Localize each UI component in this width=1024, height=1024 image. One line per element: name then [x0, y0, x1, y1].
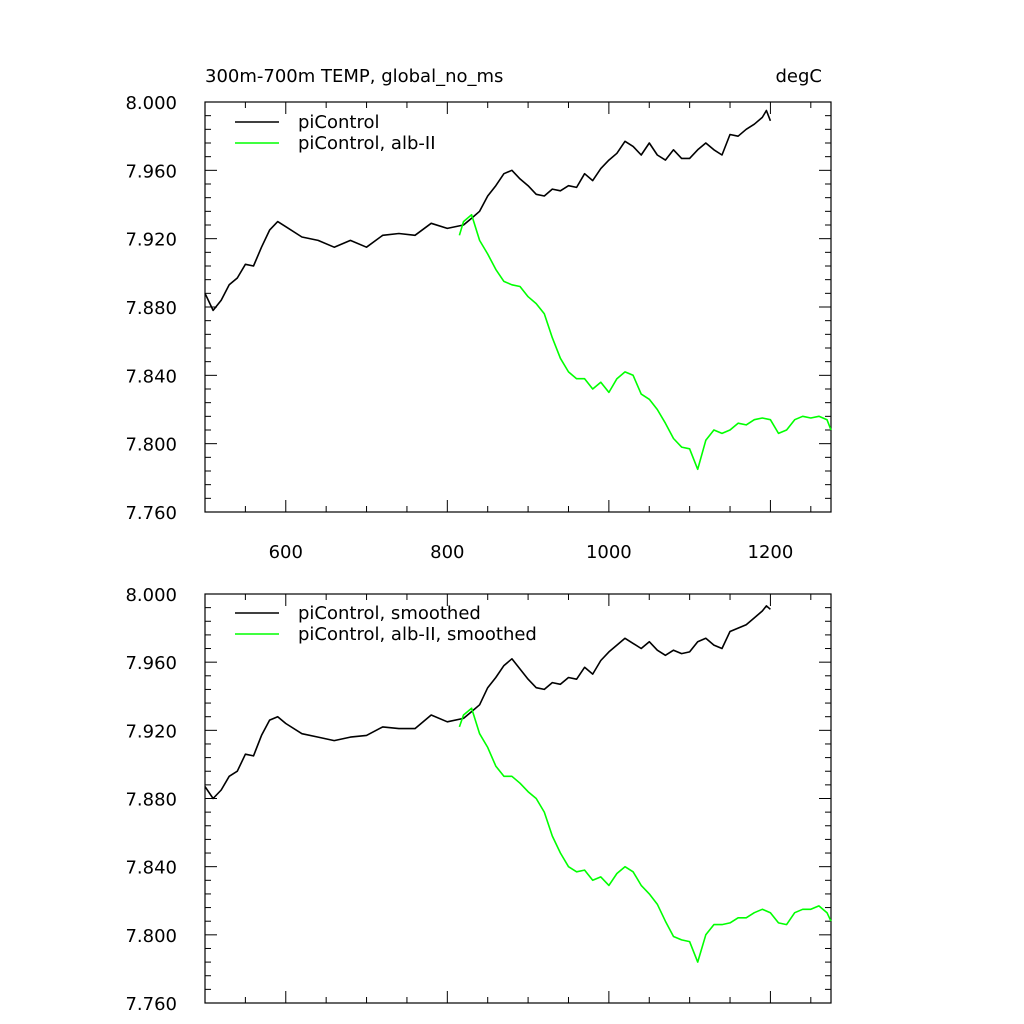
legend-label-picontrol-alb-ii: piControl, alb-II	[298, 133, 436, 154]
x-tick-label: 600	[269, 542, 303, 563]
x-tick-label: 1200	[748, 542, 794, 563]
y-tick-label: 7.840	[125, 366, 177, 387]
plot-frame	[204, 593, 832, 1004]
bottom-legend: piControl, smoothed piControl, alb-II, s…	[235, 603, 537, 645]
bottom-panel: 7.760 7.800 7.840 7.880 7.920 7.960 8.000 piCo…	[125, 585, 832, 1015]
bottom-axes: 7.760 7.800 7.840 7.880 7.920 7.960 8.000	[125, 585, 832, 1015]
series-line-picontrol	[204, 109, 772, 312]
bottom-series	[204, 605, 832, 963]
legend-label-picontrol-alb-ii-smoothed: piControl, alb-II, smoothed	[298, 624, 537, 645]
y-tick-label: 7.840	[125, 858, 177, 879]
legend-label-picontrol: piControl	[298, 112, 380, 133]
y-tick-label: 7.800	[125, 435, 177, 456]
y-tick-label: 8.000	[125, 585, 177, 606]
y-tick-label: 7.760	[125, 994, 177, 1015]
series-line-picontrol-smoothed	[204, 605, 771, 800]
chart-title: 300m-700m TEMP, global_no_ms	[205, 66, 503, 87]
y-tick-label: 7.920	[125, 230, 177, 251]
legend-label-picontrol-smoothed: piControl, smoothed	[298, 603, 481, 624]
y-tick-label: 8.000	[125, 93, 177, 114]
y-tick-label: 7.800	[125, 926, 177, 947]
y-tick-label: 7.880	[125, 298, 177, 319]
y-tick-label: 7.920	[125, 721, 177, 742]
y-tick-label: 7.960	[125, 161, 177, 182]
top-legend: piControl piControl, alb-II	[235, 112, 436, 154]
top-axes: 7.760 7.800 7.840 7.880 7.920 7.960 8.000 600 80…	[125, 93, 832, 563]
series-line-picontrol-alb-ii-smoothed	[458, 707, 832, 963]
units-label: degC	[776, 66, 823, 87]
plot-frame	[204, 101, 832, 513]
y-tick-label: 7.880	[125, 790, 177, 811]
y-tick-label: 7.960	[125, 653, 177, 674]
x-tick-label: 800	[430, 542, 464, 563]
top-panel: 300m-700m TEMP, global_no_ms degC 7.7607…	[125, 66, 832, 563]
series-line-picontrol-alb-ii	[458, 213, 832, 471]
x-tick-label: 1000	[586, 542, 632, 563]
y-tick-label: 7.760	[125, 503, 177, 524]
top-series	[204, 109, 832, 471]
